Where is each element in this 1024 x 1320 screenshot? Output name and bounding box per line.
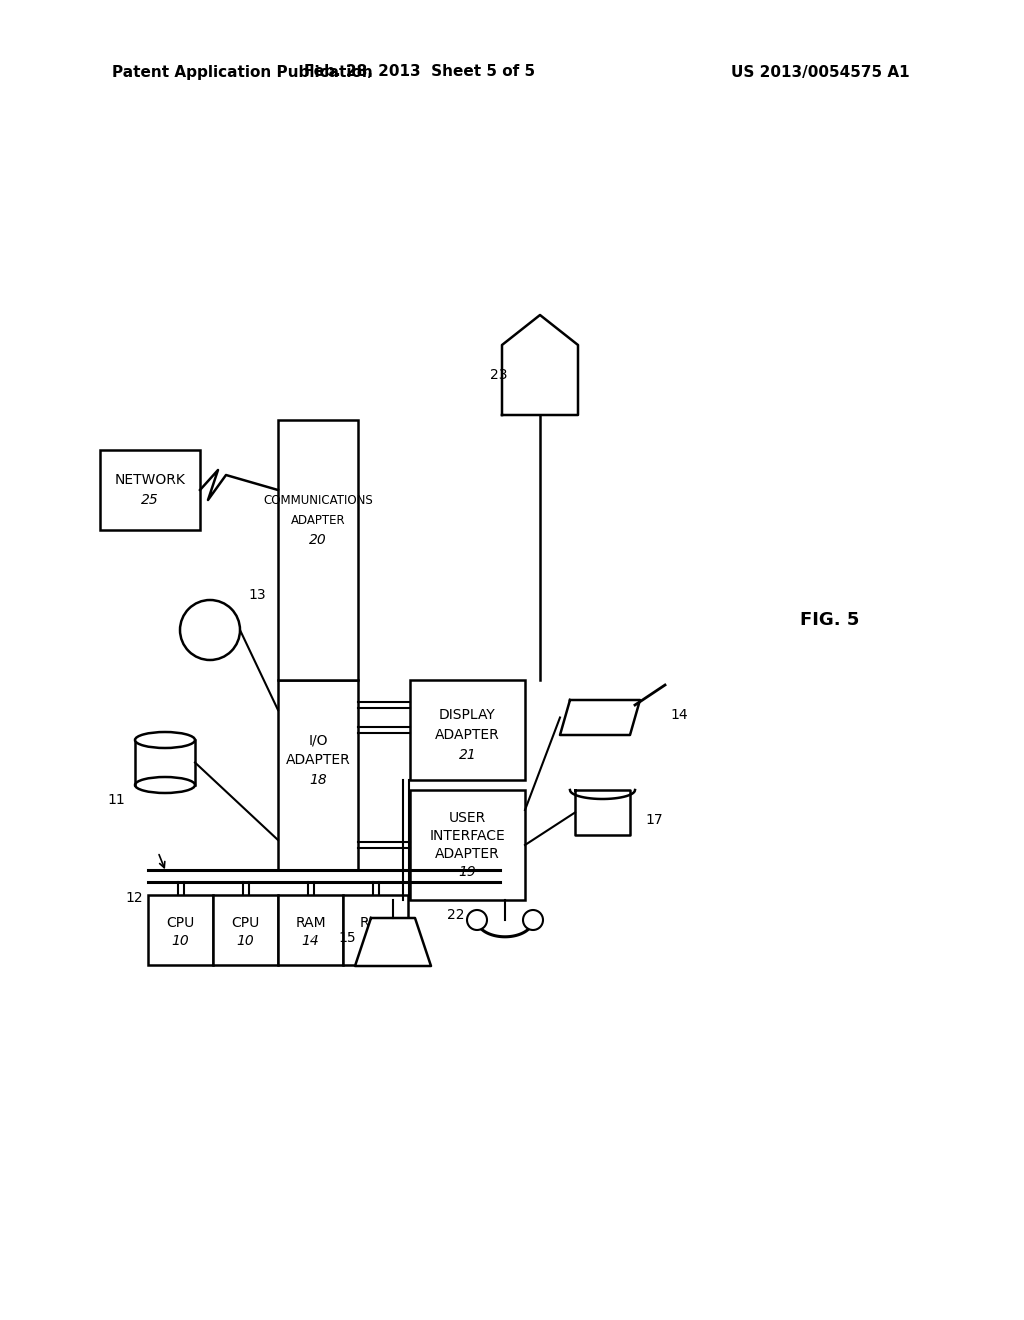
Text: I/O: I/O [308, 733, 328, 747]
Bar [148, 895, 213, 965]
Text: 16: 16 [367, 935, 384, 948]
Text: 23: 23 [490, 368, 508, 381]
Text: 22: 22 [447, 908, 465, 921]
Text: USER: USER [449, 810, 486, 825]
Text: ADAPTER: ADAPTER [291, 513, 345, 527]
Text: Patent Application Publication: Patent Application Publication [112, 65, 373, 79]
Text: 10: 10 [237, 935, 254, 948]
Bar [278, 895, 343, 965]
Text: FIG. 5: FIG. 5 [800, 611, 859, 630]
Text: ADAPTER: ADAPTER [435, 847, 500, 861]
Bar [278, 420, 358, 680]
Text: CPU: CPU [231, 916, 260, 931]
Bar [135, 741, 195, 785]
Circle shape [523, 909, 543, 931]
Text: 13: 13 [248, 587, 265, 602]
Text: 18: 18 [309, 774, 327, 787]
Text: DISPLAY: DISPLAY [439, 708, 496, 722]
Bar [213, 895, 278, 965]
Text: 17: 17 [645, 813, 663, 828]
Text: ADAPTER: ADAPTER [435, 729, 500, 742]
Polygon shape [355, 917, 431, 966]
Text: 11: 11 [108, 793, 125, 807]
Text: NETWORK: NETWORK [115, 473, 185, 487]
Bar [343, 895, 408, 965]
Polygon shape [560, 700, 640, 735]
Text: ROM: ROM [359, 916, 392, 931]
Bar [410, 680, 525, 780]
Ellipse shape [135, 733, 195, 748]
Circle shape [467, 909, 487, 931]
Text: 19: 19 [459, 865, 476, 879]
Text: 21: 21 [459, 748, 476, 762]
Text: 25: 25 [141, 492, 159, 507]
Text: INTERFACE: INTERFACE [430, 829, 506, 843]
Text: ADAPTER: ADAPTER [286, 752, 350, 767]
Text: 12: 12 [125, 891, 143, 906]
Text: 20: 20 [309, 533, 327, 546]
Text: Feb. 28, 2013  Sheet 5 of 5: Feb. 28, 2013 Sheet 5 of 5 [304, 65, 536, 79]
Text: RAM: RAM [295, 916, 326, 931]
Bar [278, 680, 358, 870]
Ellipse shape [135, 777, 195, 793]
Text: 10: 10 [172, 935, 189, 948]
Text: 15: 15 [338, 931, 355, 945]
Bar [100, 450, 200, 531]
Text: US 2013/0054575 A1: US 2013/0054575 A1 [731, 65, 909, 79]
Text: CPU: CPU [166, 916, 195, 931]
Polygon shape [575, 789, 630, 836]
Text: COMMUNICATIONS: COMMUNICATIONS [263, 494, 373, 507]
Circle shape [180, 601, 240, 660]
Text: 14: 14 [302, 935, 319, 948]
Bar [410, 789, 525, 900]
Text: 14: 14 [670, 708, 688, 722]
Polygon shape [502, 315, 578, 414]
